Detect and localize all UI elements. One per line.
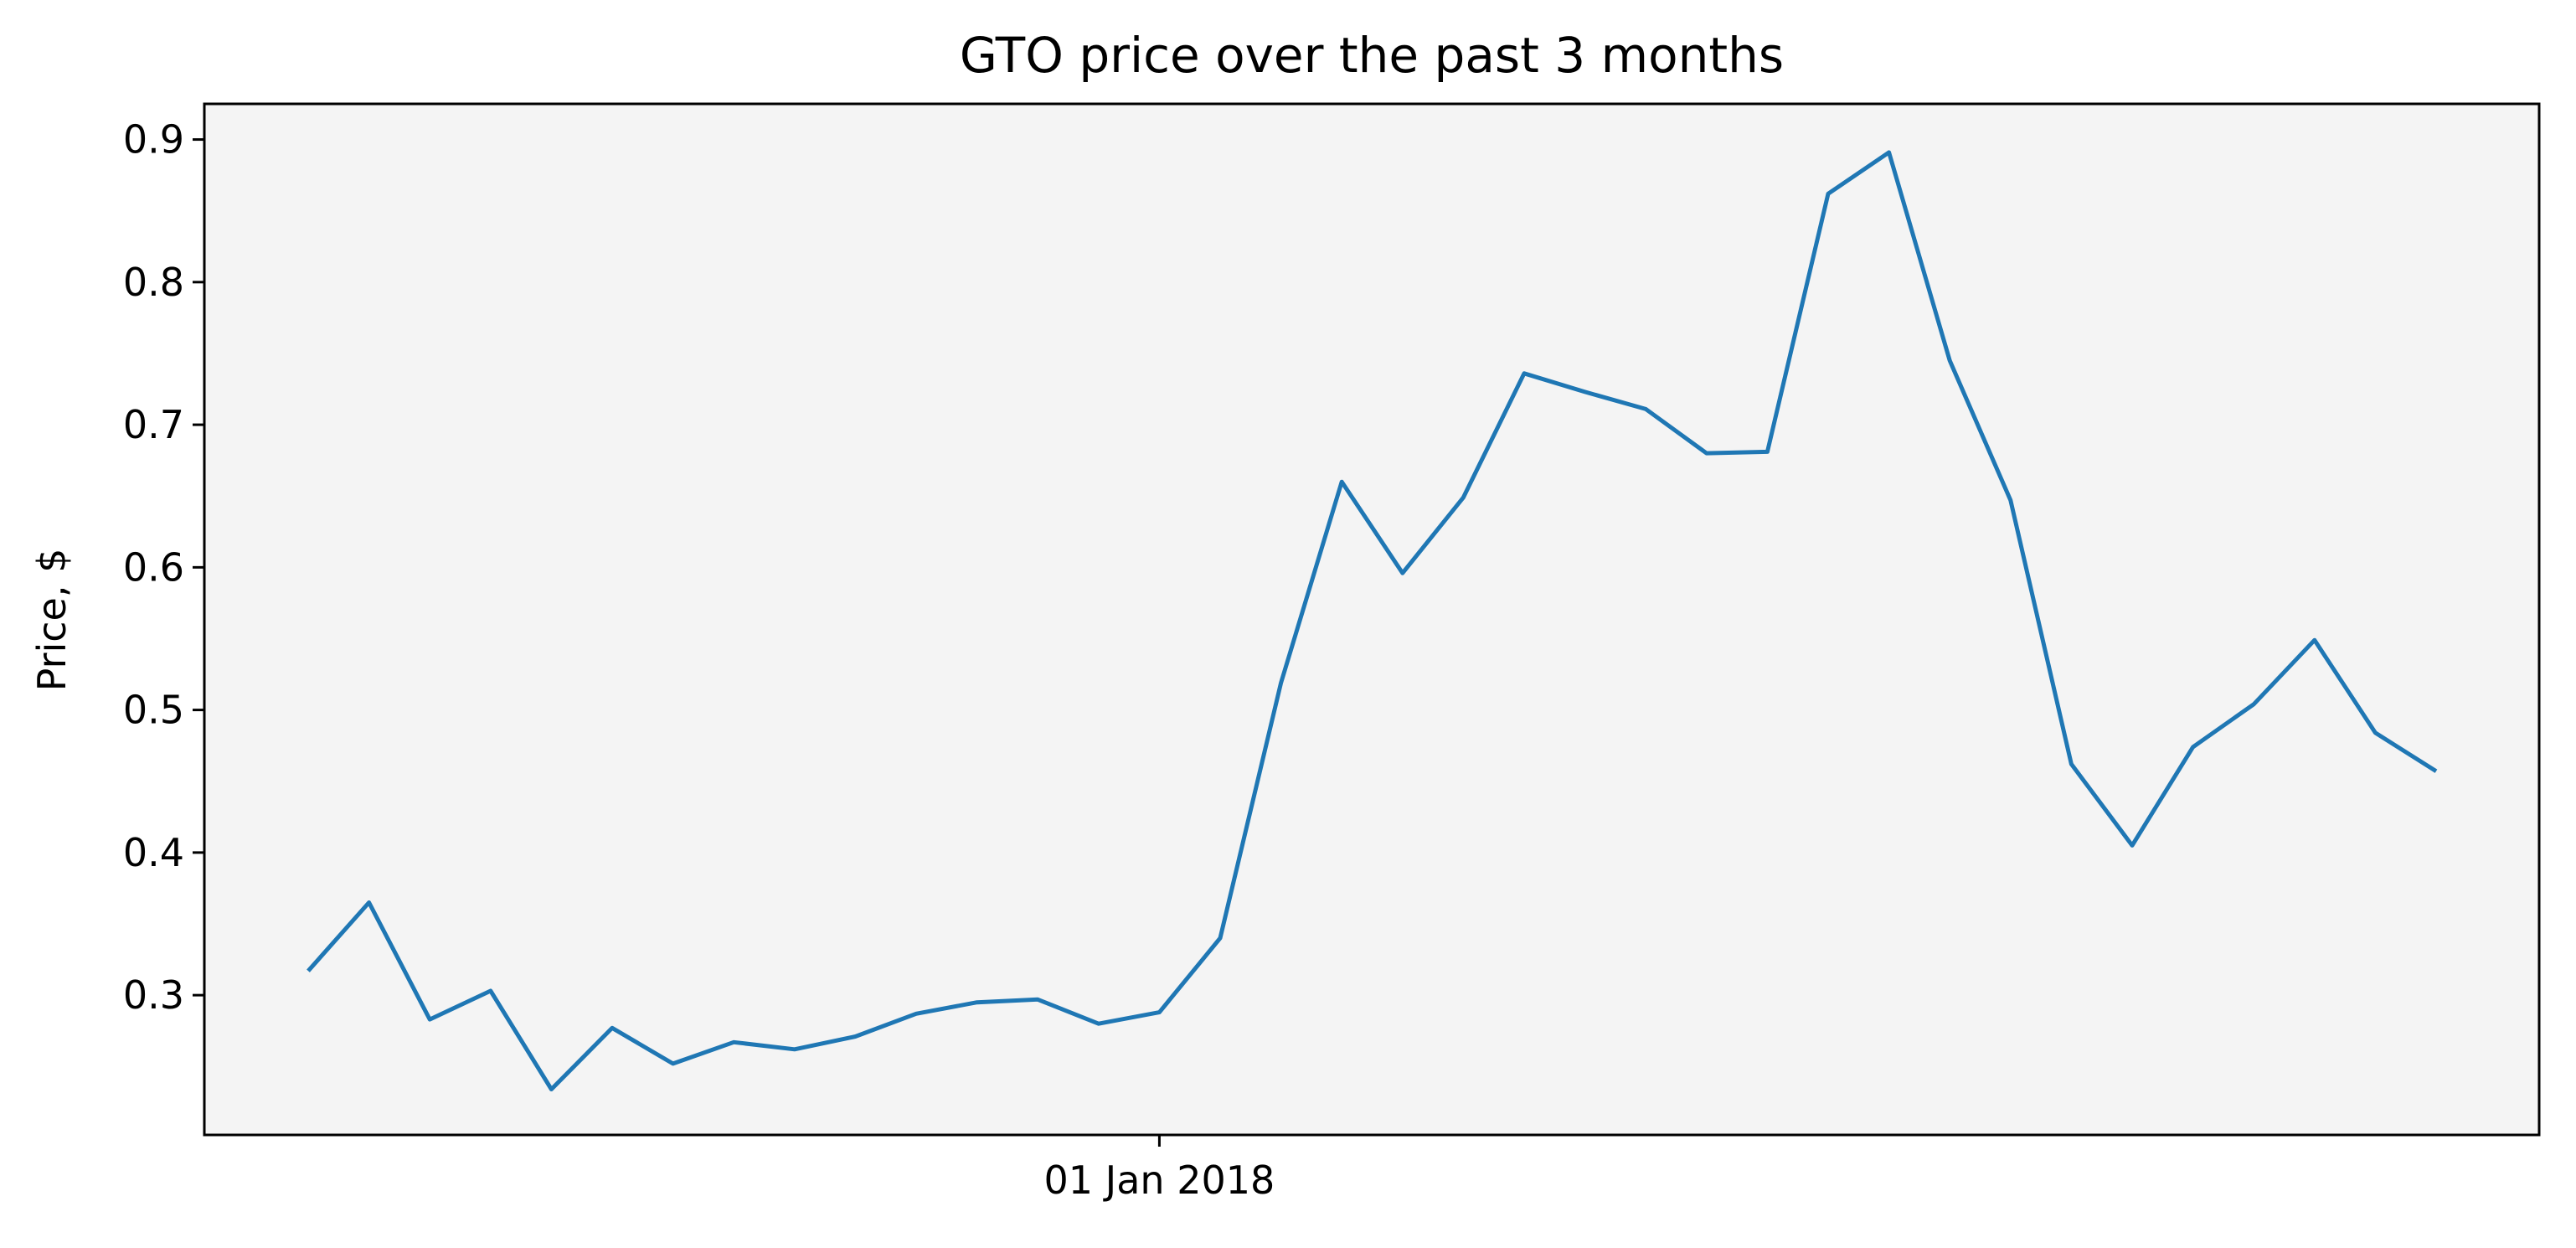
plot-frame [203,102,2541,1137]
y-tick-label: 0.8 [123,260,184,305]
y-tick-label: 0.5 [123,688,184,733]
y-tick-label: 0.6 [123,544,184,590]
y-tick-label: 0.3 [123,972,184,1018]
y-tick-label: 0.4 [123,830,184,875]
y-tick-label: 0.7 [123,402,184,447]
price-line [307,150,2438,1091]
x-tick-label: 01 Jan 2018 [1044,1158,1275,1203]
y-tick-label: 0.9 [123,117,184,162]
y-axis-label: Price, $ [29,549,75,692]
chart-title: GTO price over the past 3 months [960,27,1784,84]
plot-area [204,104,2539,1135]
